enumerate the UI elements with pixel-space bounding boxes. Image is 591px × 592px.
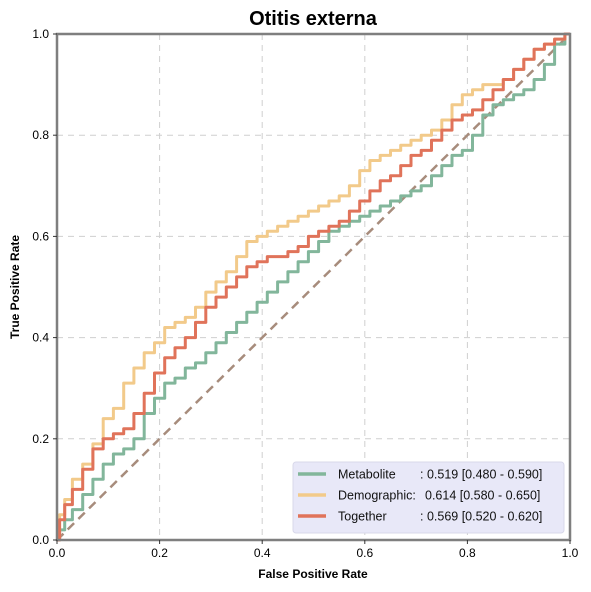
x-tick-label: 0.8 xyxy=(459,546,476,560)
plot-frame xyxy=(55,32,572,542)
y-tick-label: 0.6 xyxy=(32,229,49,243)
legend-series-name: Metabolite xyxy=(338,468,396,482)
roc-line-1 xyxy=(57,32,570,542)
legend-series-name: Demographic: xyxy=(338,489,416,503)
x-axis-ticks: 0.0 0.2 0.4 0.6 0.8 1.0 xyxy=(49,540,579,560)
y-tick-label: 0.0 xyxy=(32,533,49,547)
legend: Metabolite : 0.519 [0.480 - 0.590] Demogra… xyxy=(292,461,565,534)
legend-auc-value: 0.614 [0.580 - 0.650] xyxy=(425,489,540,503)
legend-series-name: Together xyxy=(338,510,387,524)
x-tick-label: 0.4 xyxy=(254,546,271,560)
roc-line-0 xyxy=(57,32,570,542)
x-tick-label: 0.6 xyxy=(356,546,373,560)
y-tick-label: 0.4 xyxy=(32,331,49,345)
legend-box xyxy=(292,461,565,534)
chance-diagonal-line xyxy=(56,33,571,541)
y-tick-label: 0.2 xyxy=(32,432,49,446)
y-tick-label: 1.0 xyxy=(32,27,49,41)
chart-title: Otitis externa xyxy=(249,8,378,30)
diagonal-reference-line xyxy=(56,33,571,541)
y-axis-title: True Positive Rate xyxy=(8,235,22,339)
legend-auc-value: : 0.519 [0.480 - 0.590] xyxy=(420,468,542,482)
x-tick-label: 0.0 xyxy=(49,546,66,560)
x-tick-label: 1.0 xyxy=(562,546,579,560)
x-axis-title: False Positive Rate xyxy=(258,567,368,581)
roc-line-2 xyxy=(57,32,570,542)
legend-auc-value: : 0.569 [0.520 - 0.620] xyxy=(420,510,542,524)
y-tick-label: 0.8 xyxy=(32,128,49,142)
x-tick-label: 0.2 xyxy=(151,546,168,560)
y-axis-ticks: 0.0 0.2 0.4 0.6 0.8 1.0 xyxy=(32,27,57,547)
series-lines xyxy=(57,32,570,542)
